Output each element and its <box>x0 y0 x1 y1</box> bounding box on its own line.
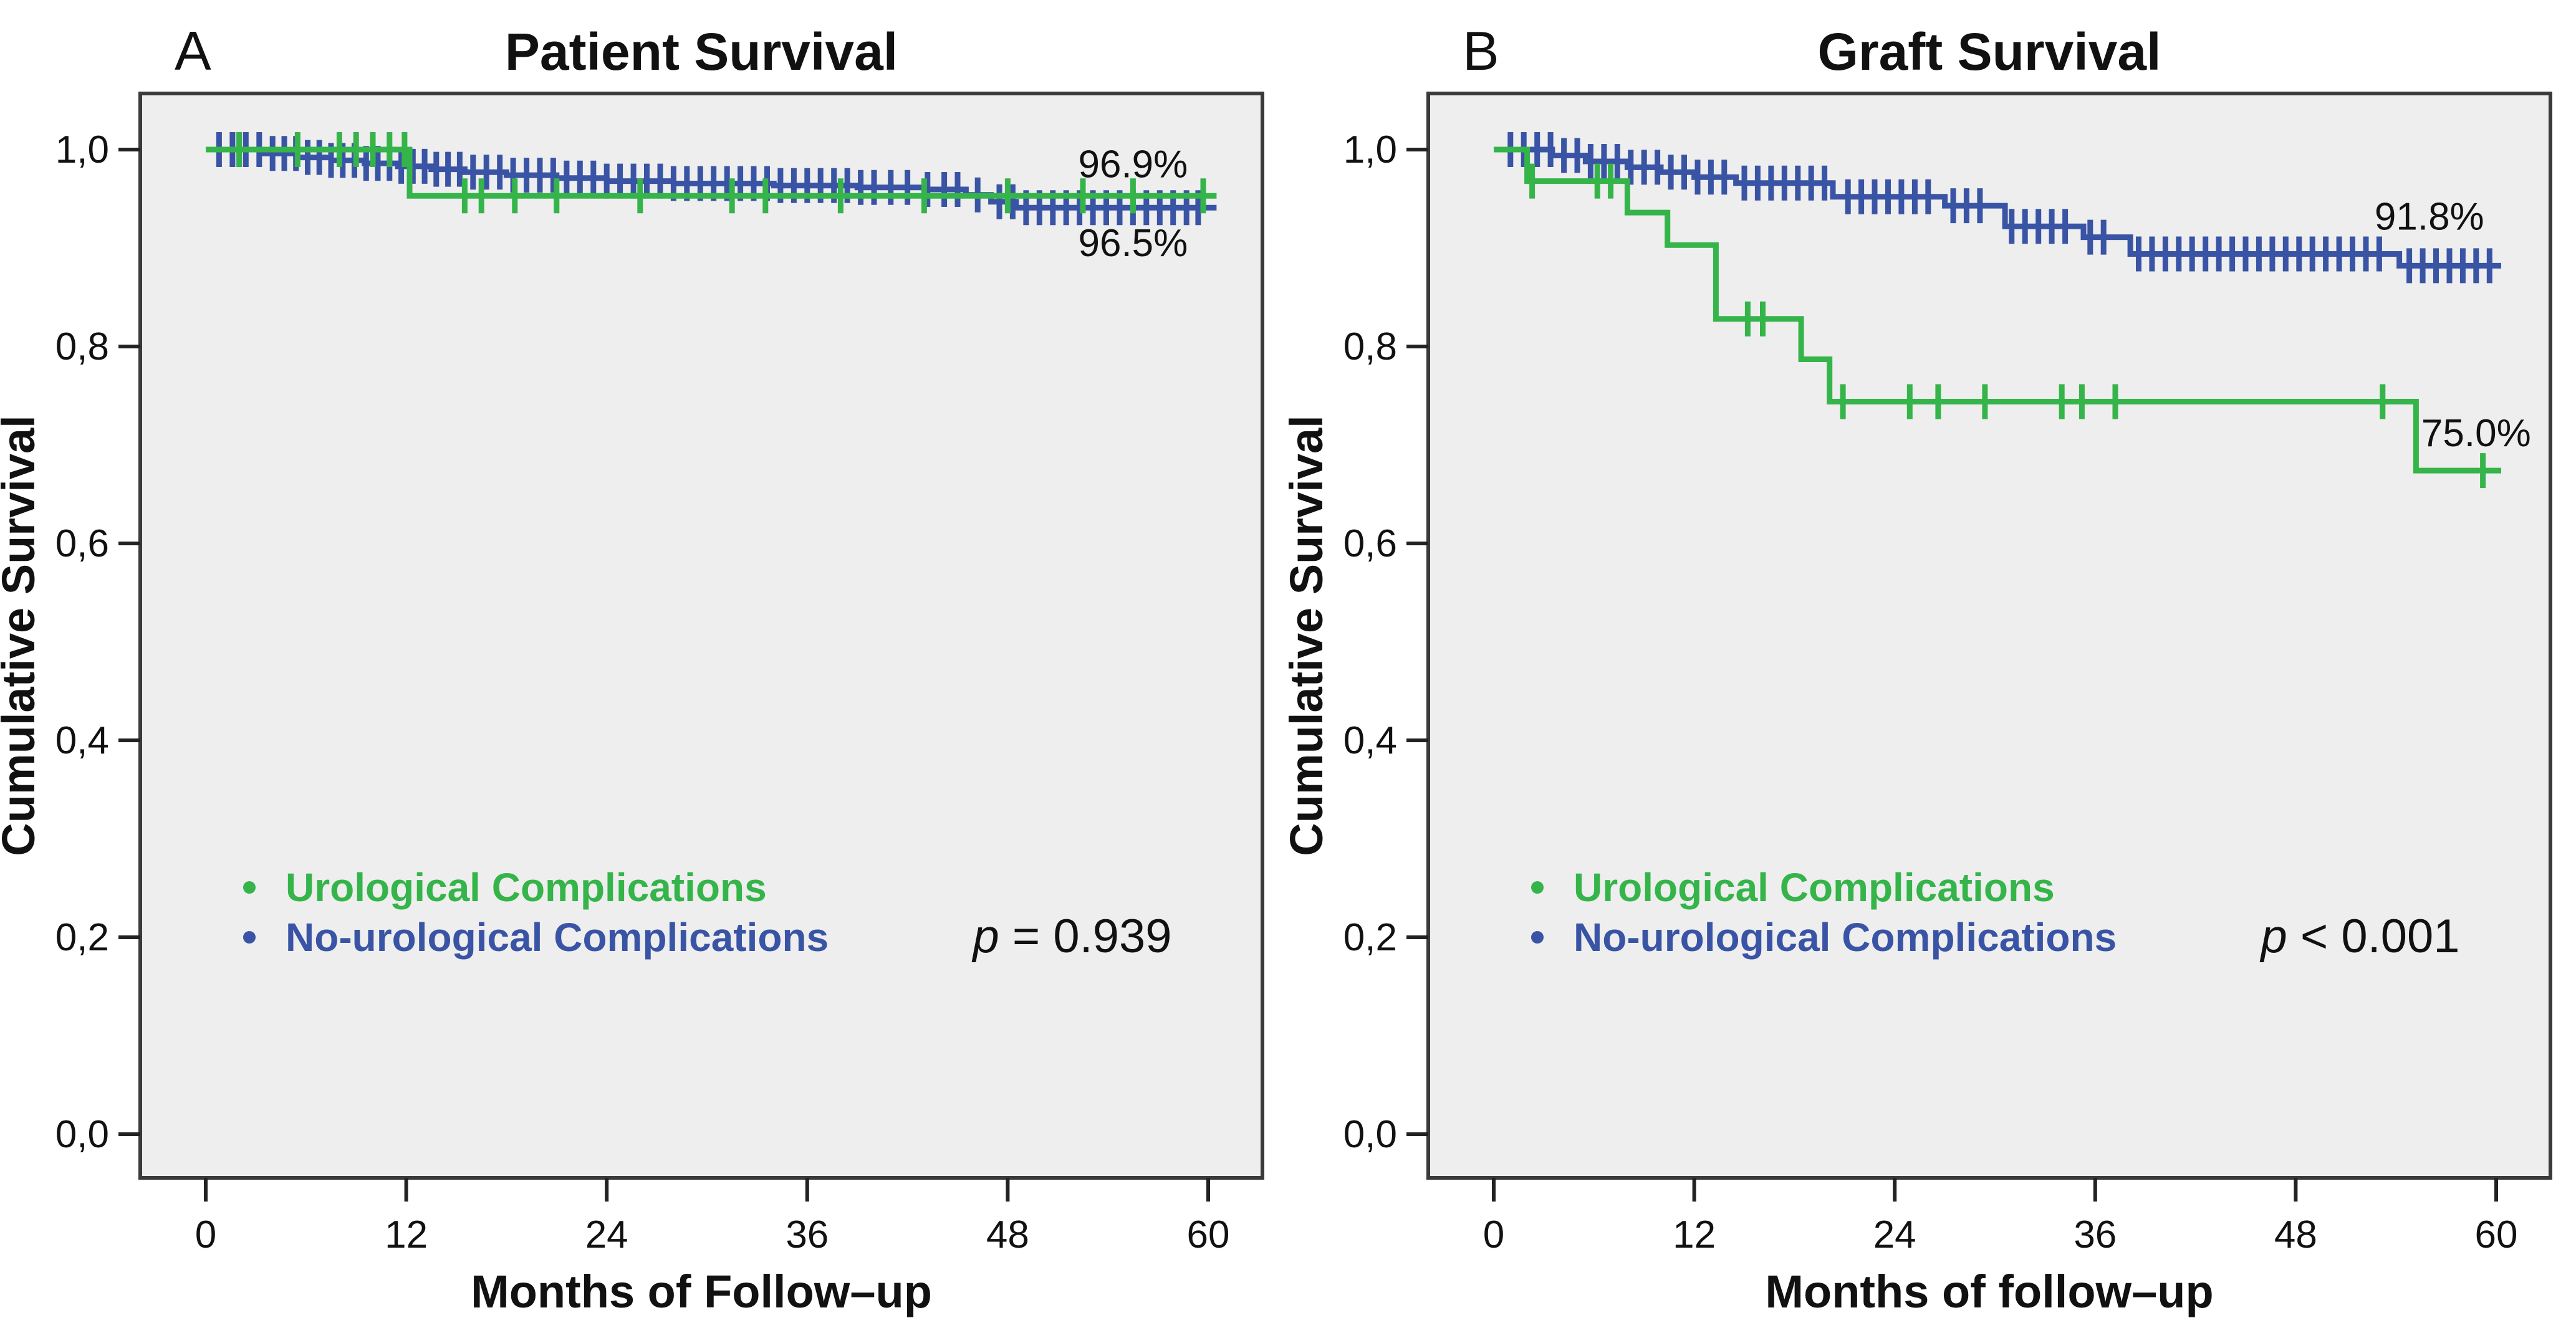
panel-title: Graft Survival <box>1818 22 2161 81</box>
y-tick-label: 1,0 <box>1343 128 1397 171</box>
survival-rate-label: 96.5% <box>1078 222 1188 265</box>
legend-dot-urological <box>243 881 256 894</box>
panel-B-graft-survival-chart: 1,0 0,8 0,6 0,4 0,2 0,0 0 12 24 36 48 60 Months of f… <box>1288 20 2552 1317</box>
panel-letter: B <box>1463 20 1499 82</box>
y-axis-title: Cumulative Survival <box>1288 415 1332 856</box>
x-tick-label: 0 <box>195 1213 216 1256</box>
legend-label-urological: Urological Complications <box>1574 865 2055 910</box>
y-tick-label: 0,0 <box>1343 1113 1397 1156</box>
survival-curve-urological <box>206 146 1217 199</box>
y-tick-label: 0,2 <box>1343 916 1397 959</box>
x-tick-label: 12 <box>1673 1213 1716 1256</box>
y-tick-label: 0,2 <box>55 916 109 959</box>
y-tick-label: 0,4 <box>1343 719 1397 762</box>
p-value-symbol: p <box>971 910 999 963</box>
legend-label-no-urological: No-urological Complications <box>286 915 829 960</box>
legend-label-urological: Urological Complications <box>286 865 767 910</box>
y-tick-label: 1,0 <box>55 128 109 171</box>
plot-area <box>1426 92 2552 1180</box>
p-value-number: = 0.939 <box>999 910 1172 963</box>
panel-letter: A <box>175 20 211 82</box>
survival-rate-label: 96.9% <box>1078 143 1188 186</box>
panel-title: Patient Survival <box>505 22 898 81</box>
x-tick-label: 60 <box>1187 1213 1230 1256</box>
legend-dot-no-urological <box>243 931 256 944</box>
panel-A-patient-survival-chart: 1,0 0,8 0,6 0,4 0,2 0,0 0 12 24 36 48 60 Months of F… <box>0 20 1264 1317</box>
survival-rate-label: 91.8% <box>2375 195 2484 238</box>
censor-marks-urological <box>236 132 1206 214</box>
survival-rate-label: 75.0% <box>2421 412 2531 455</box>
x-axis-title: Months of follow–up <box>1765 1266 2213 1317</box>
y-tick-label: 0,6 <box>55 522 109 565</box>
p-value-symbol: p <box>2259 910 2287 963</box>
p-value: p = 0.939 <box>971 910 1171 963</box>
x-tick-label: 0 <box>1483 1213 1504 1256</box>
y-axis-title: Cumulative Survival <box>0 415 44 856</box>
x-axis-title: Months of Follow–up <box>471 1266 932 1317</box>
legend-dot-urological <box>1531 881 1544 894</box>
x-tick-label: 60 <box>2475 1213 2518 1256</box>
legend-label-no-urological: No-urological Complications <box>1574 915 2117 960</box>
x-tick-label: 12 <box>385 1213 428 1256</box>
survival-curve-urological <box>1494 146 2501 474</box>
y-tick-label: 0,8 <box>1343 325 1397 368</box>
legend-dot-no-urological <box>1531 931 1544 944</box>
p-value-number: < 0.001 <box>2287 910 2460 963</box>
y-tick-label: 0,8 <box>55 325 109 368</box>
x-tick-label: 48 <box>2274 1213 2317 1256</box>
x-tick-label: 24 <box>1873 1213 1916 1256</box>
y-tick-label: 0,4 <box>55 719 109 762</box>
x-tick-label: 36 <box>786 1213 829 1256</box>
x-tick-label: 24 <box>585 1213 628 1256</box>
p-value: p < 0.001 <box>2259 910 2459 963</box>
y-tick-label: 0,0 <box>55 1113 109 1156</box>
y-tick-label: 0,6 <box>1343 522 1397 565</box>
x-tick-label: 48 <box>986 1213 1029 1256</box>
censor-marks-urological <box>1529 163 2486 489</box>
x-tick-label: 36 <box>2074 1213 2117 1256</box>
plot-area <box>138 92 1264 1180</box>
